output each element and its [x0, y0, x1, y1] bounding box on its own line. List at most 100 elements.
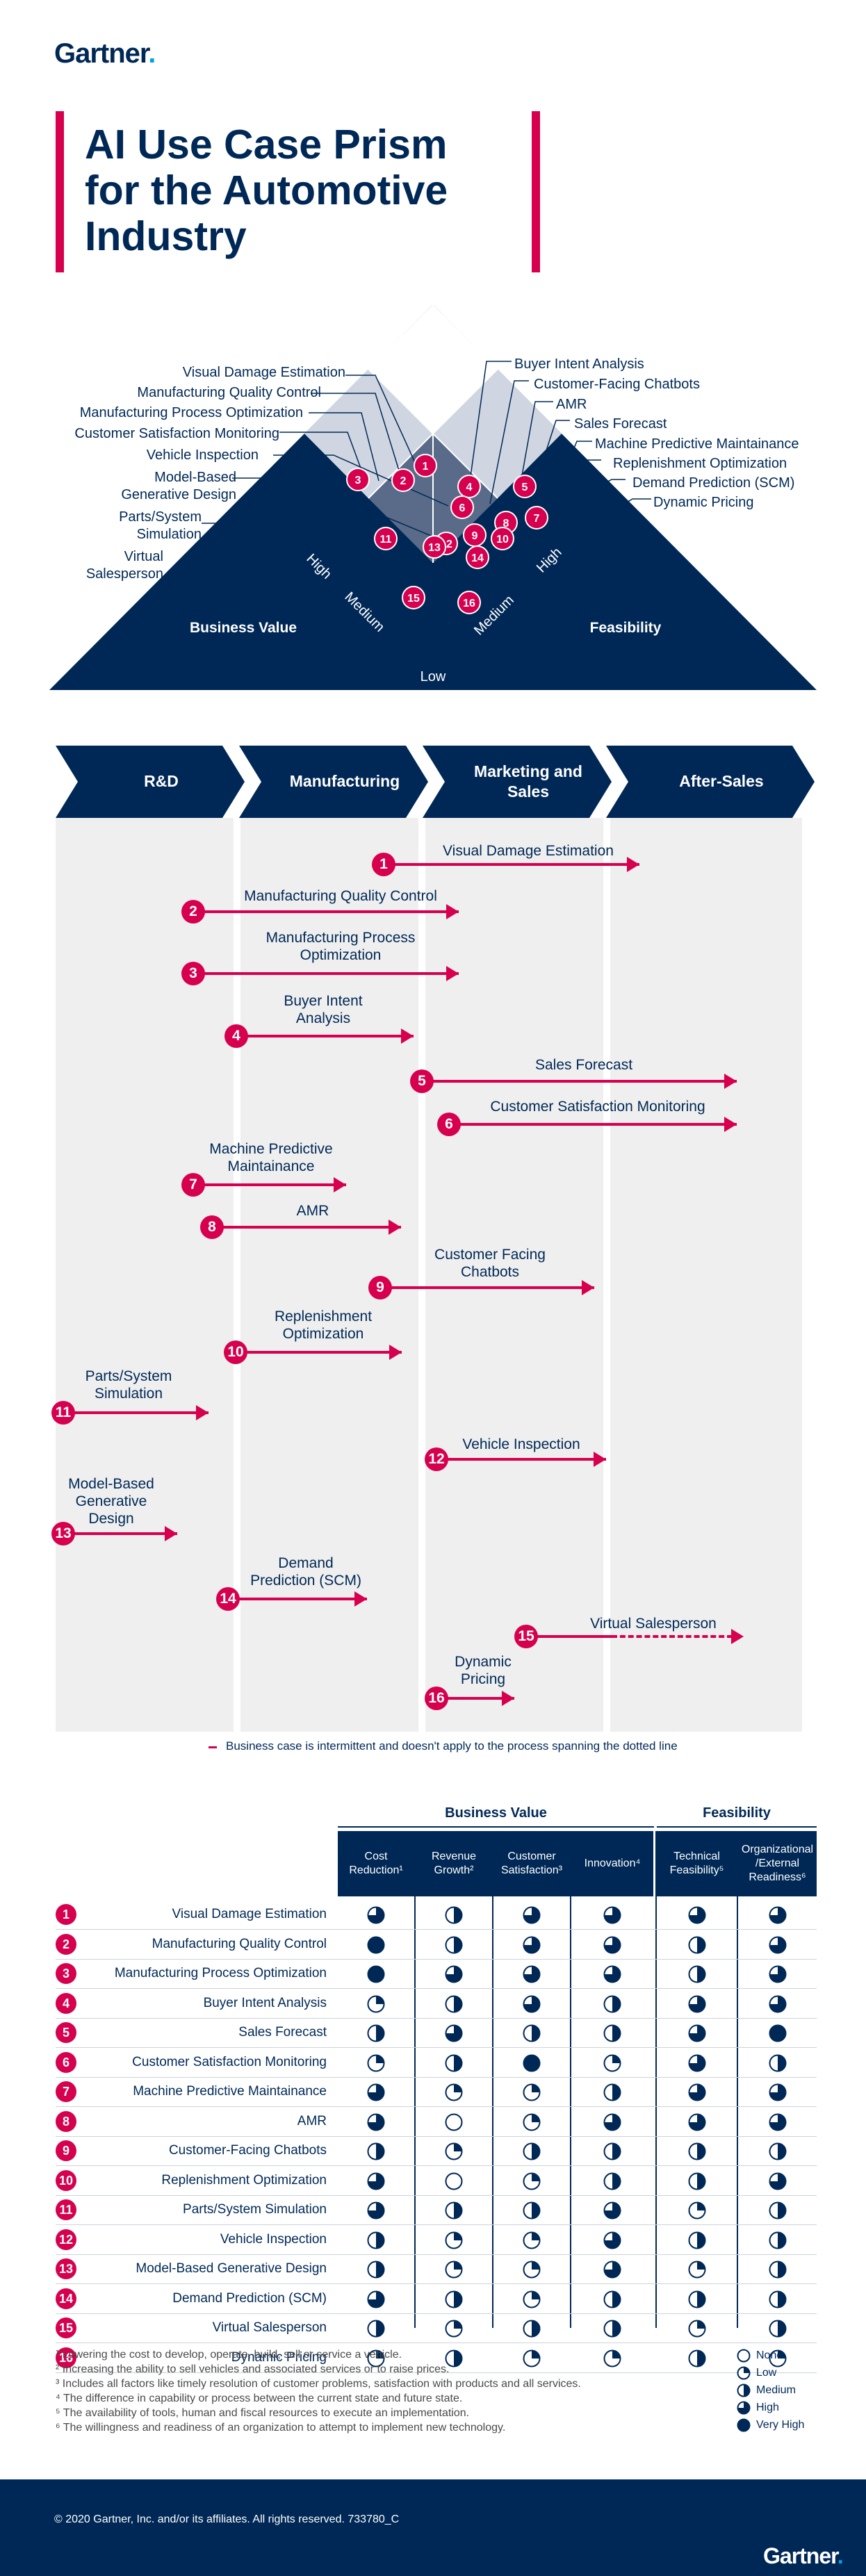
table-column-header: Customer Satisfaction³ — [493, 1831, 570, 1896]
use-case-label: Visual Damage Estimation — [443, 843, 614, 859]
prism-label-process-opt: Manufacturing Process Optimization — [80, 405, 303, 420]
arrow-head — [354, 1591, 367, 1607]
table-column-header: Revenue Growth² — [416, 1831, 492, 1896]
harvey-ball-high — [688, 1906, 706, 1928]
prism-label-dynamic-pricing: Dynamic Pricing — [653, 495, 753, 510]
harvey-ball-high — [367, 2113, 385, 2135]
prism-label-quality-control: Manufacturing Quality Control — [137, 385, 321, 400]
lane-manufacturing — [240, 818, 418, 1732]
prism-marker-label-2: 2 — [400, 475, 407, 487]
harvey-ball-medium — [603, 2024, 621, 2046]
harvey-ball-medium — [445, 1906, 463, 1928]
row-number: 1 — [56, 1904, 76, 1925]
prism-marker-label-4: 4 — [466, 482, 473, 493]
dotted-line-note: Business case is intermittent and doesn'… — [226, 1739, 678, 1753]
harvey-ball-high — [603, 1906, 621, 1928]
use-case-label: Manufacturing Quality Control — [244, 888, 437, 904]
use-case-number: 7 — [181, 1173, 205, 1197]
row-label: Manufacturing Process Optimization — [114, 1966, 327, 1980]
row-label: Replenishment Optimization — [161, 2172, 327, 2188]
row-divider — [56, 2076, 817, 2078]
row-number: 15 — [56, 2317, 76, 2338]
harvey-ball-high — [445, 1965, 463, 1987]
harvey-ball-very-high — [769, 2024, 787, 2046]
row-number: 4 — [56, 1992, 76, 2014]
arrow-head — [724, 1074, 737, 1089]
use-case-number: 3 — [181, 962, 205, 985]
harvey-ball-high — [367, 2083, 385, 2105]
prism-label-amr: AMR — [556, 397, 587, 412]
use-case-number: 8 — [200, 1215, 224, 1239]
arrow-line — [436, 1697, 514, 1700]
row-divider — [56, 2194, 817, 2196]
harvey-ball-medium — [688, 2172, 706, 2194]
prism-low: Low — [420, 669, 446, 684]
prism-axis-business-value: Business Value — [190, 620, 297, 636]
row-number: 7 — [56, 2081, 76, 2102]
prism-label-cust-sat: Customer Satisfaction Monitoring — [74, 426, 279, 441]
phase-rnd: R&D — [144, 772, 179, 790]
harvey-ball-medium — [769, 2290, 787, 2312]
row-label: Buyer Intent Analysis — [203, 1995, 327, 2010]
use-case-label: Vehicle Inspection — [462, 1436, 580, 1452]
prism-marker-label-3: 3 — [355, 475, 361, 486]
harvey-ball-high — [523, 1906, 541, 1928]
harvey-ball-high — [603, 2201, 621, 2223]
prism-marker-label-1: 1 — [423, 461, 429, 473]
prism-marker-6 — [450, 495, 474, 519]
prism-label-chatbots: Customer-Facing Chatbots — [534, 377, 700, 392]
harvey-ball-low — [523, 2172, 541, 2194]
prism-label-sales-forecast: Sales Forecast — [574, 416, 667, 432]
prism-marker-label-14: 14 — [471, 552, 484, 564]
prism-label-model-based-1: Model-Based — [154, 470, 236, 485]
arrow-head — [389, 1220, 401, 1235]
harvey-ball-low — [445, 2083, 463, 2105]
footer-bar — [0, 2479, 866, 2576]
legend-icon-very-high — [737, 2418, 751, 2436]
harvey-ball-low — [688, 2261, 706, 2282]
prism-marker-label-6: 6 — [459, 502, 466, 514]
prism-marker-5 — [513, 475, 537, 498]
arrow-head — [724, 1117, 737, 1132]
row-number: 10 — [56, 2169, 76, 2191]
harvey-ball-medium — [603, 2172, 621, 2194]
row-divider — [56, 1988, 817, 1989]
harvey-ball-low — [367, 2349, 385, 2371]
harvey-ball-high — [688, 1995, 706, 2017]
table-column-header: Organizational /External Readiness⁶ — [738, 1831, 817, 1896]
row-number: 13 — [56, 2258, 76, 2279]
prism-marker-label-8: 8 — [503, 518, 509, 530]
row-divider — [56, 2165, 817, 2166]
harvey-ball-medium — [769, 2054, 787, 2076]
arrow-line — [236, 1351, 402, 1354]
harvey-ball-medium — [769, 2320, 787, 2341]
arrow-dotted-segment — [612, 1635, 733, 1638]
use-case-number: 5 — [410, 1069, 434, 1093]
harvey-ball-high — [523, 1965, 541, 1987]
arrow-head — [334, 1177, 346, 1192]
harvey-ball-high — [688, 2083, 706, 2105]
dotted-line-key — [209, 1746, 217, 1748]
prism-label-machine-pred: Machine Predictive Maintainance — [595, 436, 799, 452]
title-left-bar — [56, 111, 64, 272]
phase-marketing-sales: Marketing and Sales — [474, 762, 582, 801]
prism-axis-feasibility: Feasibility — [590, 620, 662, 636]
table-column-divider — [414, 1831, 416, 2328]
use-case-number: 11 — [51, 1401, 75, 1425]
harvey-ball-medium — [367, 2231, 385, 2253]
arrow-head — [582, 1280, 594, 1295]
prism-marker-2 — [391, 468, 415, 492]
arrow-line — [63, 1411, 209, 1414]
footer-logo: Gartner. — [763, 2543, 844, 2568]
row-divider — [56, 2047, 817, 2048]
arrow-head — [165, 1526, 177, 1541]
harvey-ball-very-high — [367, 1965, 385, 1987]
harvey-ball-high — [367, 2172, 385, 2194]
arrow-line — [63, 1532, 177, 1535]
row-label: Vehicle Inspection — [220, 2231, 327, 2247]
harvey-ball-medium — [523, 2320, 541, 2341]
footnotes: ¹ Lowering the cost to develop, operate,… — [56, 2349, 581, 2434]
harvey-ball-medium — [445, 2349, 463, 2371]
harvey-ball-high — [769, 2113, 787, 2135]
row-divider — [56, 2135, 817, 2137]
